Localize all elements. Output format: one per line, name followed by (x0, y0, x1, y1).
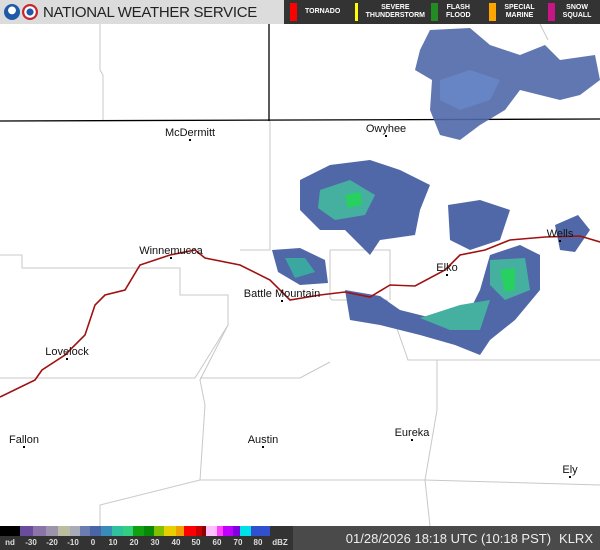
legend-tick: 50 (191, 538, 201, 547)
color-swatch (80, 526, 90, 536)
color-swatch (240, 526, 251, 536)
legend-tick: 70 (233, 538, 243, 547)
city-marker (189, 139, 191, 141)
city-label: Battle Mountain (243, 288, 321, 300)
warning-swatch (547, 3, 555, 21)
city-label: McDermitt (164, 127, 216, 139)
city-label: Ely (562, 464, 578, 476)
city-marker (385, 135, 387, 137)
color-swatch (112, 526, 123, 536)
legend-tick: nd (5, 538, 15, 547)
timestamp: 01/28/2026 18:18 UTC (10:18 PST) (345, 530, 552, 546)
color-swatch (176, 526, 184, 536)
legend-tick: -20 (46, 538, 58, 547)
legend-tick: dBZ (272, 538, 288, 547)
county-lines (0, 24, 600, 526)
legend-tick: 20 (129, 538, 139, 547)
radar-map[interactable] (0, 24, 600, 526)
legend-tick: 0 (90, 538, 96, 547)
noaa-logo (4, 4, 20, 20)
color-swatch (164, 526, 176, 536)
reflectivity-legend: nd -30 -20 -10 0 10 20 30 40 50 60 70 80 dBZ 01/28/20… (0, 526, 600, 550)
color-swatch (101, 526, 112, 536)
color-swatch (196, 526, 202, 536)
color-swatch (33, 526, 46, 536)
color-swatch (202, 526, 206, 536)
radar-echoes (272, 28, 600, 355)
state-borders (0, 24, 600, 122)
page-title: NATIONAL WEATHER SERVICE (43, 3, 257, 21)
color-swatch (20, 526, 33, 536)
warning-label: SNOW SQUALL (562, 4, 592, 19)
legend-tick: 40 (171, 538, 181, 547)
color-swatch (223, 526, 233, 536)
warning-label: SEVERE THUNDERSTORM (365, 4, 425, 19)
legend-tick: 10 (108, 538, 118, 547)
warning-item: SPECIAL MARINE (489, 3, 541, 21)
warning-label: TORNADO (305, 8, 341, 15)
nws-logo (22, 4, 38, 20)
warning-legend: TORNADO SEVERE THUNDERSTORM FLASH FLOOD SPE… (284, 0, 600, 24)
color-bar (0, 526, 289, 536)
city-marker (66, 358, 68, 360)
brand: NATIONAL WEATHER SERVICE (0, 0, 284, 24)
city-label: Fallon (9, 434, 39, 446)
color-swatch (123, 526, 133, 536)
legend-tick: -30 (25, 538, 37, 547)
warning-label: FLASH FLOOD (446, 4, 471, 19)
legend-tick: 80 (253, 538, 263, 547)
city-label: Lovelock (45, 346, 89, 358)
city-marker (23, 446, 25, 448)
warning-swatch (431, 3, 438, 21)
header: NATIONAL WEATHER SERVICE TORNADO SEVERE T… (0, 0, 600, 24)
legend-tick: 30 (150, 538, 160, 547)
city-label: Elko (436, 262, 458, 274)
color-swatch (217, 526, 223, 536)
warning-swatch (290, 3, 297, 21)
timestamp-bar: 01/28/2026 18:18 UTC (10:18 PST) KLRX (293, 526, 600, 550)
color-swatch (58, 526, 70, 536)
city-marker (559, 240, 561, 242)
city-label: Owyhee (365, 123, 407, 135)
city-label: Winnemucca (139, 245, 203, 257)
color-swatch (90, 526, 101, 536)
city-marker (446, 274, 448, 276)
color-swatch (46, 526, 58, 536)
color-swatch (251, 526, 270, 536)
city-label: Eureka (394, 427, 430, 439)
color-swatch (0, 526, 20, 536)
city-marker (569, 476, 571, 478)
warning-swatch (355, 3, 358, 21)
warning-item: FLASH FLOOD (431, 3, 483, 21)
color-swatch (206, 526, 217, 536)
city-label: Wells (546, 228, 574, 240)
color-swatch (144, 526, 154, 536)
color-swatch (184, 526, 196, 536)
color-swatch (233, 526, 240, 536)
legend-tick: -10 (67, 538, 79, 547)
station-id: KLRX (559, 530, 593, 546)
highway-i80 (0, 235, 600, 398)
warning-item: TORNADO (290, 3, 349, 21)
city-marker (281, 300, 283, 302)
color-swatch (154, 526, 164, 536)
legend-tick: 60 (212, 538, 222, 547)
warning-label: SPECIAL MARINE (504, 4, 535, 19)
warning-swatch (489, 3, 497, 21)
city-marker (262, 446, 264, 448)
color-swatch (70, 526, 80, 536)
city-marker (170, 257, 172, 259)
city-marker (411, 439, 413, 441)
color-swatch (133, 526, 144, 536)
warning-item: SNOW SQUALL (547, 3, 600, 21)
city-label: Austin (247, 434, 279, 446)
warning-item: SEVERE THUNDERSTORM (355, 3, 425, 21)
